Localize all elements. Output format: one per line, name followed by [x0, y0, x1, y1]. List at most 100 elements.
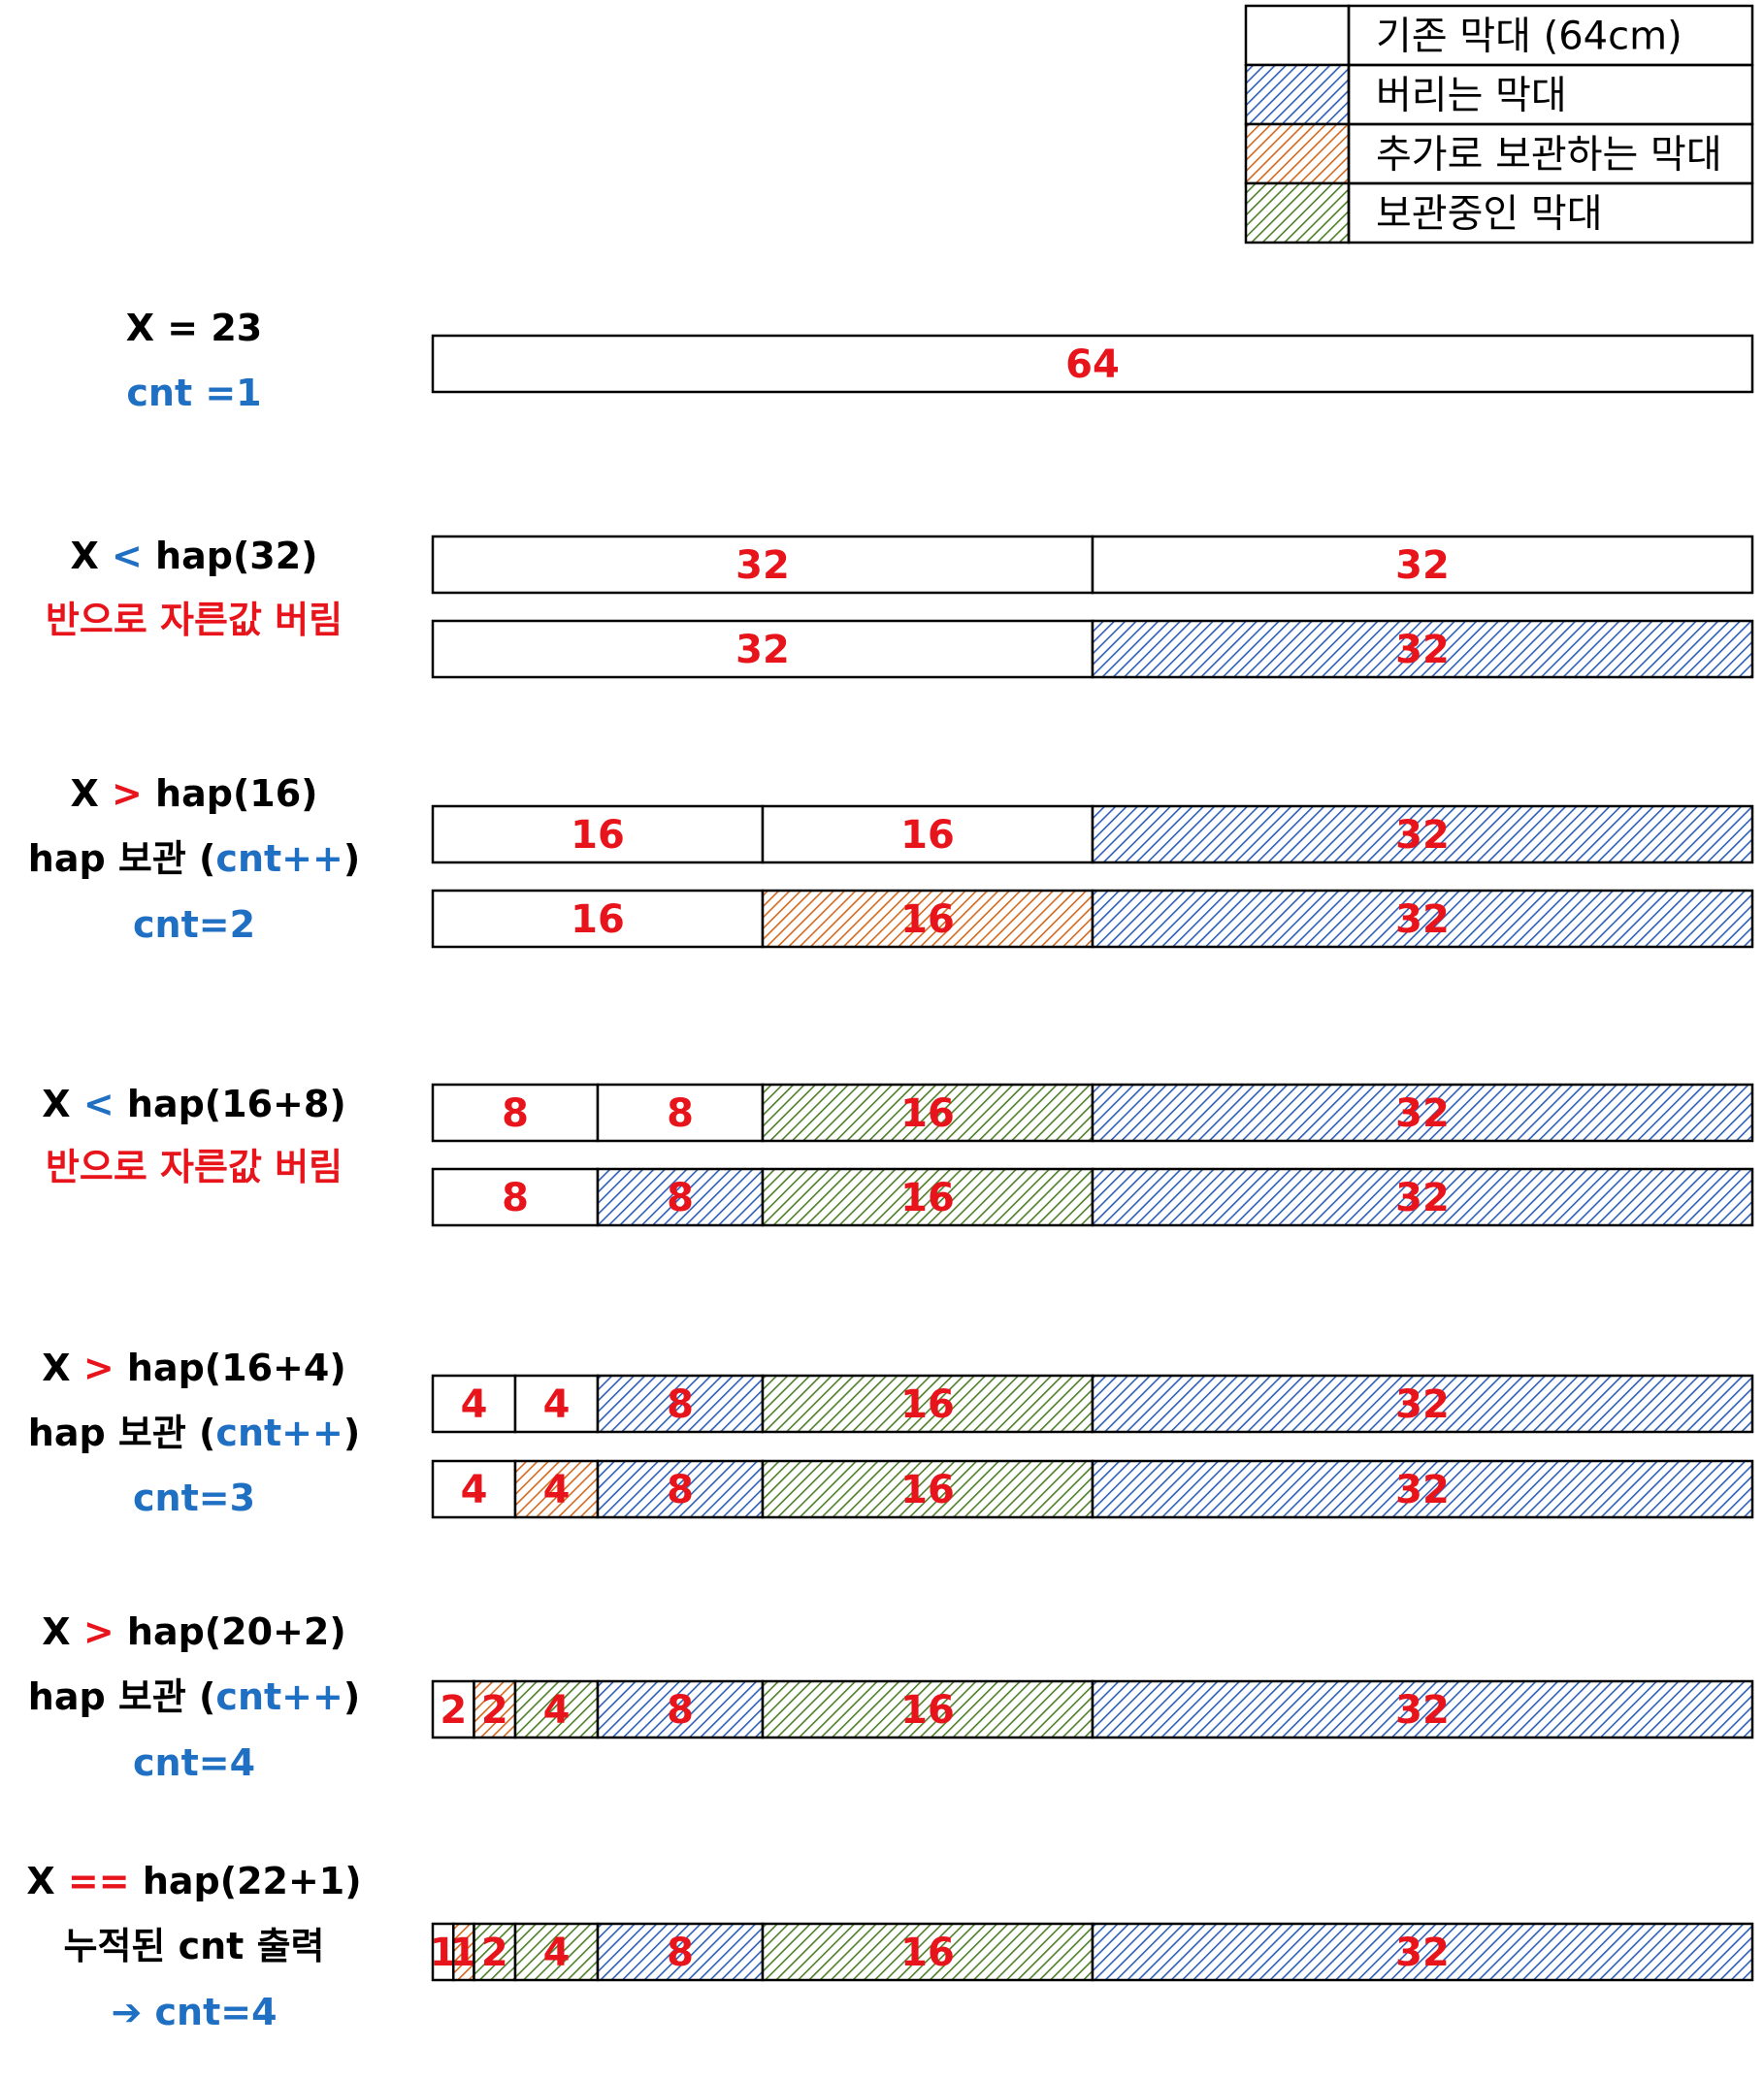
segment-value-label: 16: [571, 813, 625, 858]
step-label-line: hap 보관 (cnt++): [28, 1675, 360, 1718]
segment-value-label: 32: [1395, 813, 1450, 858]
bar-segment-green: [473, 1922, 517, 1982]
bar-segment-none: [431, 1083, 600, 1143]
label-span: >: [112, 772, 143, 815]
segment-value-label: 8: [502, 1176, 529, 1220]
segment-value-label: 8: [667, 1931, 694, 1975]
bar-segment-blue: [1091, 1922, 1754, 1982]
segment-value-label: 4: [461, 1382, 488, 1427]
segment-value-label: 32: [735, 543, 790, 588]
segment-value-label: 32: [1395, 1688, 1450, 1733]
segment-value-label: 2: [440, 1688, 467, 1733]
legend-label: 보관중인 막대: [1376, 192, 1603, 237]
segment-value-label: 8: [667, 1382, 694, 1427]
stick-bar: 32 32: [431, 619, 1754, 679]
label-span: hap(20+2): [114, 1610, 346, 1653]
segment-value-label: 4: [543, 1468, 571, 1512]
step-label-line: hap 보관 (cnt++): [28, 1412, 360, 1454]
step-label-line: hap 보관 (cnt++): [28, 837, 360, 880]
segment-value-label: 32: [1395, 1176, 1450, 1220]
segment-value-label: 32: [1395, 1931, 1450, 1975]
legend-item: 추가로 보관하는 막대: [1244, 122, 1754, 185]
step-2: X < hap(32) 반으로 자른값 버림: [46, 535, 343, 641]
bar-segment-green: [513, 1922, 600, 1982]
step-1: X = 23 cnt =1: [126, 307, 262, 414]
label-span: cnt=4: [133, 1741, 255, 1784]
legend-label: 버리는 막대: [1376, 74, 1567, 118]
label-span: X: [42, 1347, 83, 1389]
label-span: <: [83, 1083, 114, 1125]
segment-value-label: 32: [1395, 543, 1450, 588]
bar-segment-blue: [1091, 1459, 1754, 1519]
label-span: X: [70, 772, 112, 815]
step-label-line: 누적된 cnt 출력: [63, 1925, 324, 1967]
label-span: hap 보관 (: [28, 1675, 216, 1718]
legend-label: 추가로 보관하는 막대: [1376, 133, 1722, 178]
label-span: hap(16): [143, 772, 318, 815]
bar-segment-none: [431, 1459, 517, 1519]
segment-value-label: 16: [900, 1091, 955, 1136]
bar-segment-orange: [473, 1679, 517, 1739]
step-4: X < hap(16+8) 반으로 자른값 버림: [42, 1083, 345, 1188]
step-label-line: ➔ cnt=4: [111, 1991, 277, 2033]
segment-value-label: 4: [461, 1468, 488, 1512]
bar-segment-none: [431, 334, 1754, 394]
bar-segment-green: [761, 1083, 1094, 1143]
label-span: cnt++: [215, 1412, 343, 1454]
bar-segment-none: [431, 535, 1094, 595]
step-label-line: X > hap(20+2): [42, 1610, 345, 1653]
step-labels: X = 23 cnt =1 X < hap(32) 반으로 자른값 버림 X > hap…: [26, 307, 361, 2033]
segment-value-label: 4: [543, 1688, 571, 1733]
label-span: ): [343, 1675, 360, 1718]
segment-value-label: 4: [543, 1931, 571, 1975]
bars: 64 32 32 32 32 16 16 32 16 16 32 8 8 16 32 8 8 16 32 4 4 8 16 3…: [430, 334, 1754, 1982]
stick-bar: 32 32: [431, 535, 1754, 595]
segment-value-label: 1: [450, 1931, 477, 1975]
bar-segment-green: [761, 1679, 1094, 1739]
step-label-line: cnt=2: [133, 903, 255, 946]
label-span: >: [83, 1610, 114, 1653]
step-label-line: X == hap(22+1): [26, 1860, 361, 1902]
label-span: cnt++: [215, 837, 343, 880]
stick-bar: 11 2 4 8 16 32: [430, 1922, 1754, 1982]
segment-value-label: 2: [481, 1688, 508, 1733]
bar-segment-orange: [761, 889, 1094, 949]
segment-value-label: 16: [900, 1176, 955, 1220]
legend-swatch-green: [1244, 181, 1351, 244]
segment-value-label: 8: [667, 1688, 694, 1733]
bar-segment-none: [431, 1167, 600, 1227]
step-label-line: cnt=3: [133, 1477, 255, 1519]
label-span: 반으로 자른값 버림: [46, 599, 343, 641]
segment-value-label: 16: [900, 813, 955, 858]
legend-swatch-none: [1244, 4, 1351, 67]
label-span: cnt =1: [126, 372, 261, 414]
label-span: ==: [68, 1860, 130, 1902]
segment-value-label: 32: [735, 628, 790, 672]
bar-segment-blue: [1091, 804, 1754, 864]
segment-value-label: 8: [502, 1091, 529, 1136]
legend-item: 보관중인 막대: [1244, 181, 1754, 244]
label-span: >: [83, 1347, 114, 1389]
step-label-line: 반으로 자른값 버림: [46, 599, 343, 641]
bar-segment-green: [761, 1167, 1094, 1227]
segment-value-label: 8: [667, 1468, 694, 1512]
segment-value-label: 1: [430, 1931, 457, 1975]
bar-segment-blue: [1091, 1167, 1754, 1227]
label-span: X: [42, 1610, 83, 1653]
bar-segment-none: [596, 1083, 765, 1143]
bar-segment-blue: [1091, 1374, 1754, 1434]
label-span: ): [343, 1412, 360, 1454]
stick-bar: 4 4 8 16 32: [431, 1459, 1754, 1519]
legend-item: 버리는 막대: [1244, 63, 1754, 126]
stick-bar: 8 8 16 32: [431, 1167, 1754, 1227]
legend-swatch-orange: [1244, 122, 1351, 185]
bar-segment-blue: [1091, 619, 1754, 679]
segment-value-label: 32: [1395, 1382, 1450, 1427]
segment-value-label: 32: [1395, 1468, 1450, 1512]
step-label-line: X < hap(16+8): [42, 1083, 345, 1125]
step-label-line: cnt =1: [126, 372, 261, 414]
label-span: hap(32): [143, 535, 318, 577]
label-span: hap 보관 (: [28, 837, 216, 880]
step-label-line: 반으로 자른값 버림: [46, 1146, 343, 1188]
